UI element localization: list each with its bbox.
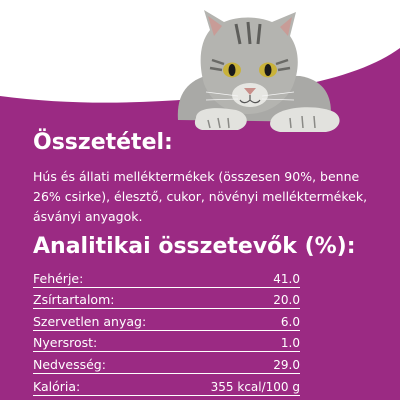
- table-row: Fehérje: 41.0: [33, 266, 300, 288]
- row-label: Szervetlen anyag:: [33, 313, 147, 329]
- row-label: Fehérje:: [33, 270, 84, 286]
- analysis-table: Fehérje: 41.0 Zsírtartalom: 20.0 Szervet…: [33, 266, 300, 396]
- row-label: Nedvesség:: [33, 356, 106, 372]
- table-row: Nyersrost: 1.0: [33, 331, 300, 353]
- row-value: 1.0: [280, 336, 300, 351]
- table-row: Zsírtartalom: 20.0: [33, 288, 300, 310]
- row-value: 6.0: [280, 314, 300, 329]
- row-label: Nyersrost:: [33, 335, 98, 351]
- table-row: Szervetlen anyag: 6.0: [33, 309, 300, 331]
- composition-text: Hús és állati melléktermékek (összesen 9…: [33, 169, 368, 224]
- row-label: Kalória:: [33, 378, 81, 394]
- table-row: Kalória: 355 kcal/100 g: [33, 374, 300, 396]
- row-value: 355 kcal/100 g: [210, 379, 300, 394]
- cat-image: [177, 10, 340, 132]
- row-value: 20.0: [273, 293, 300, 308]
- row-value: 29.0: [273, 357, 300, 372]
- table-row: Nedvesség: 29.0: [33, 352, 300, 374]
- analysis-heading: Analitikai összetevők (%):: [33, 234, 356, 259]
- row-label: Zsírtartalom:: [33, 292, 115, 308]
- composition-heading: Összetétel:: [33, 130, 173, 155]
- row-value: 41.0: [273, 271, 300, 286]
